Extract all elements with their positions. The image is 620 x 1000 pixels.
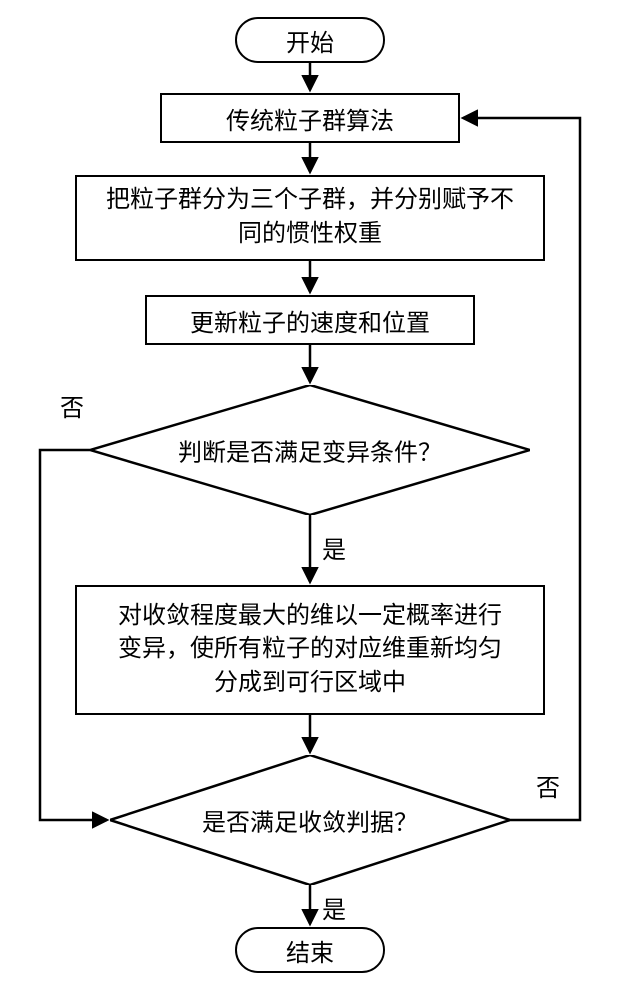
edge-label-d1-yes: 是 [322,530,346,565]
d2-label: 是否满足收敛判据？ [202,811,418,837]
d1-label: 判断是否满足变异条件？ [178,441,442,467]
decision-convergence: 是否满足收敛判据？ [110,755,510,885]
start-terminator: 开始 [235,17,385,63]
edge-label-d2-yes: 是 [322,890,346,925]
edge-label-d1-no: 否 [60,388,84,423]
p4-label: 对收敛程度最大的维以一定概率进行 变异，使所有粒子的对应维重新均匀 分成到可行区… [118,600,502,701]
p2-label: 把粒子群分为三个子群，并分别赋予不 同的惯性权重 [106,184,514,251]
p1-label: 传统粒子群算法 [226,101,394,136]
process-mutation: 对收敛程度最大的维以一定概率进行 变异，使所有粒子的对应维重新均匀 分成到可行区… [75,585,545,715]
process-split-swarm: 把粒子群分为三个子群，并分别赋予不 同的惯性权重 [75,175,545,261]
process-update-velocity-position: 更新粒子的速度和位置 [145,295,475,345]
process-traditional-pso: 传统粒子群算法 [160,93,460,143]
p3-label: 更新粒子的速度和位置 [190,303,430,338]
end-label: 结束 [286,933,334,968]
edge-label-d2-no: 否 [536,768,560,803]
start-label: 开始 [286,23,334,58]
decision-mutation-condition: 判断是否满足变异条件？ [90,385,530,515]
flowchart-canvas: 开始 传统粒子群算法 把粒子群分为三个子群，并分别赋予不 同的惯性权重 更新粒子… [0,0,620,1000]
end-terminator: 结束 [235,927,385,973]
